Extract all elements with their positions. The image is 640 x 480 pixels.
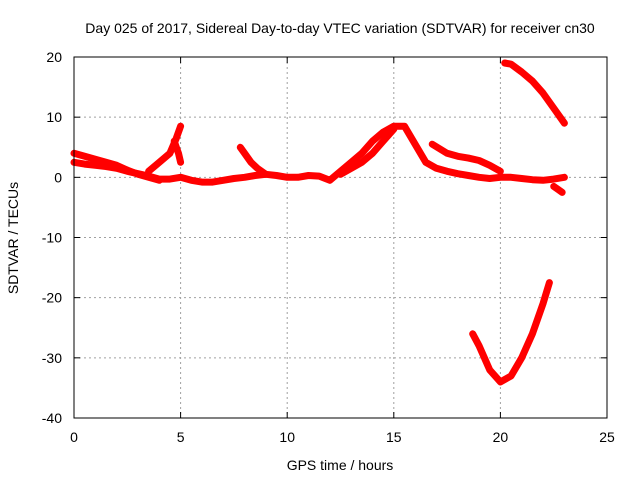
y-tick-label: 10 [46,109,62,125]
x-tick-label: 25 [599,429,615,445]
series-trace-3 [145,122,185,175]
axis-ticks [73,56,608,419]
series-trace-8 [550,182,566,196]
series-trace-4 [170,137,185,166]
y-tick-label: 0 [54,169,62,185]
y-tick-label: -30 [42,350,62,366]
y-tick-label: -20 [42,290,62,306]
series-trace-6 [337,125,398,178]
y-tick-label: 20 [46,49,62,65]
y-axis-label: SDTVAR / TECUs [5,182,21,294]
y-tick-labels: -40 -30 -20 -10 0 10 20 [42,49,62,426]
x-tick-label: 10 [279,429,295,445]
series-trace-10 [469,279,553,386]
y-tick-label: -10 [42,230,62,246]
series-trace-5 [236,143,270,178]
x-axis-label: GPS time / hours [287,457,394,473]
data-series [70,59,568,386]
x-tick-label: 5 [177,429,185,445]
x-tick-label: 0 [70,429,78,445]
series-trace-7 [428,140,504,175]
x-tick-labels: 0 5 10 15 20 25 [70,429,615,445]
series-trace-2 [70,149,163,184]
grid [74,57,607,418]
series-trace-9 [501,59,568,127]
x-tick-label: 20 [493,429,509,445]
chart-title: Day 025 of 2017, Sidereal Day-to-day VTE… [85,20,595,36]
y-tick-label: -40 [42,410,62,426]
x-tick-label: 15 [386,429,402,445]
